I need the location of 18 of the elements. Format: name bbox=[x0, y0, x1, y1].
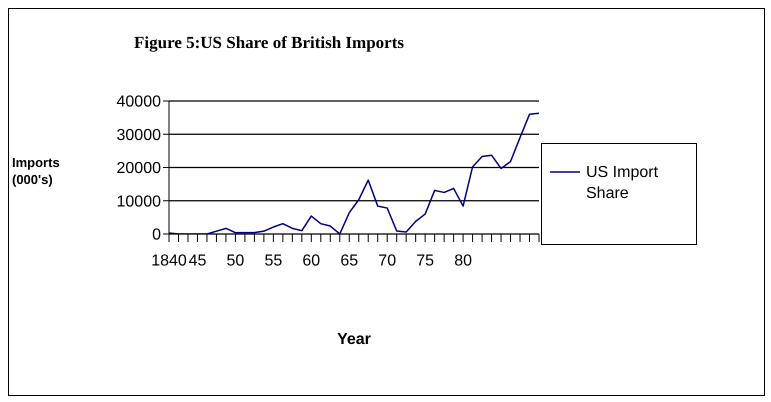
x-tick-label: 75 bbox=[416, 252, 434, 270]
legend-label: US Import Share bbox=[586, 163, 660, 204]
x-tick-label: 50 bbox=[226, 252, 244, 270]
x-axis-title: Year bbox=[336, 331, 372, 349]
y-tick-label: 0 bbox=[152, 226, 162, 244]
y-tick-label: 10000 bbox=[116, 193, 162, 210]
x-tick-label: 1840 bbox=[151, 252, 187, 270]
y-axis-title: Imports (000's) bbox=[12, 154, 61, 188]
x-tick-label: 80 bbox=[454, 252, 472, 270]
x-tick-label: 55 bbox=[264, 252, 282, 270]
y-tick-label: 30000 bbox=[116, 126, 162, 144]
y-tick-label: 40000 bbox=[116, 94, 162, 111]
x-tick-label: 45 bbox=[188, 252, 206, 270]
x-tick-label: 70 bbox=[378, 252, 396, 270]
chart-title: Figure 5:US Share of British Imports bbox=[133, 33, 405, 53]
x-tick-label: 60 bbox=[302, 252, 320, 270]
x-tick-label: 65 bbox=[340, 252, 358, 270]
y-tick-label: 20000 bbox=[116, 160, 162, 178]
